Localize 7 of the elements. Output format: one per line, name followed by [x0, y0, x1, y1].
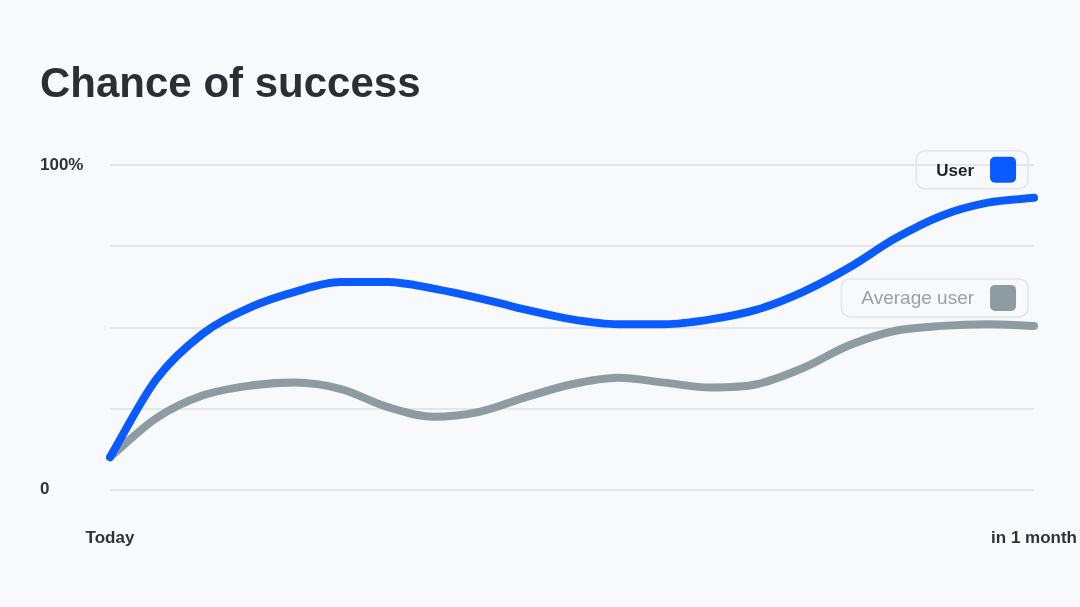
x-tick-label: in 1 month: [991, 528, 1078, 548]
x-tick-label: Today: [85, 528, 135, 548]
chart-title: Chance of success: [40, 58, 421, 106]
legend-label: Average user: [861, 287, 975, 309]
y-tick-label: 0: [40, 479, 50, 499]
legend-label: User: [936, 160, 975, 180]
y-tick-label: 100%: [40, 155, 84, 175]
